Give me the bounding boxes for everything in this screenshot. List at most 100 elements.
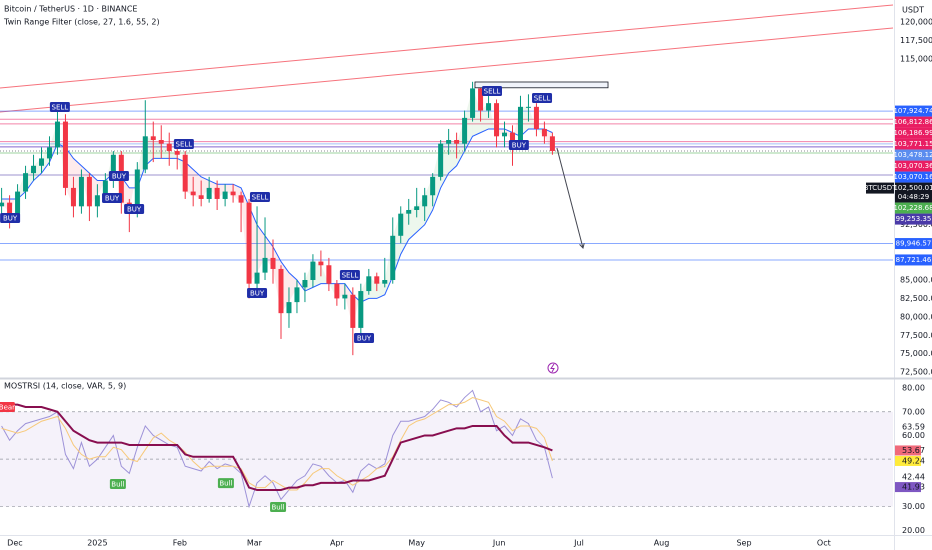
rsi-tag <box>895 445 921 456</box>
price-tag <box>895 171 932 183</box>
price-tag <box>895 138 932 150</box>
candle-body <box>549 136 555 152</box>
arrow-head <box>579 243 585 250</box>
axis-unit: USDT <box>902 6 924 15</box>
symbol-tag <box>866 182 894 194</box>
filter-fill <box>169 151 178 159</box>
y-tick-label: 75,000.00 <box>900 349 932 358</box>
signal-label: BUY <box>105 195 120 203</box>
signal-label: BUY <box>357 335 372 343</box>
signal-label: SELL <box>252 194 269 202</box>
price-tag <box>895 127 932 139</box>
candle-body <box>525 106 531 108</box>
candle-body <box>454 140 460 144</box>
candle-body <box>54 121 60 148</box>
signal-label: SELL <box>484 88 501 96</box>
candle-body <box>310 261 316 280</box>
candle-body <box>230 191 236 196</box>
price-tag <box>895 254 932 266</box>
divergence-label: Bull <box>111 481 124 489</box>
candle-body <box>222 191 228 199</box>
candle-body <box>286 302 292 314</box>
candle-body <box>446 140 452 144</box>
y-tick-label: 85,000.00 <box>900 276 932 285</box>
price-tag <box>895 238 932 250</box>
signal-marker <box>532 93 553 104</box>
indicator-title: Twin Range Filter (close, 27, 1.6, 55, 2… <box>3 18 160 27</box>
signal-label: BUY <box>3 215 18 223</box>
y-tick-label: 92,500.00 <box>900 220 932 229</box>
candle-body <box>238 195 244 203</box>
candle-body <box>246 202 252 284</box>
candle-body <box>134 169 140 210</box>
axes: Dec 2025 Feb Mar Apr May Jun Jul Aug Sep Oct 120,00… <box>7 18 932 548</box>
trendline <box>0 27 894 113</box>
x-tick-label: May <box>408 539 425 548</box>
signal-marker <box>49 102 70 113</box>
y-tick-label: 80.00 <box>902 384 925 393</box>
candle-body <box>502 132 508 137</box>
candle-body <box>174 151 180 155</box>
candle-body <box>262 257 268 273</box>
candle-body <box>150 136 156 140</box>
candle-body <box>70 187 76 207</box>
signal-marker <box>339 270 360 281</box>
x-tick-label: Aug <box>654 539 670 548</box>
candle-body <box>0 202 5 207</box>
rsi-line <box>1 389 553 509</box>
divergence-label: Bear <box>0 404 15 412</box>
candle-body <box>62 121 68 188</box>
candle-body <box>190 191 196 196</box>
x-tick-label: Feb <box>173 539 187 548</box>
signal-label: SELL <box>534 95 551 103</box>
signal-label: BUY <box>112 173 127 181</box>
x-tick-label: Sep <box>736 539 751 548</box>
candle-body <box>366 276 372 292</box>
signal-marker <box>173 139 194 150</box>
y-tick-label: 60.00 <box>902 431 925 440</box>
candle-body <box>494 103 500 137</box>
price-tag-label: 99,253.35 <box>896 215 932 223</box>
filter-fill <box>129 169 138 210</box>
signal-marker <box>124 204 145 215</box>
price-tag <box>895 160 932 172</box>
candle-body <box>270 257 276 269</box>
price-tag-label: 106,812.86 <box>893 118 932 126</box>
divergence-marker <box>109 479 126 490</box>
signal-label: BUY <box>512 142 527 150</box>
candle-body <box>398 213 404 236</box>
signal-marker <box>249 192 270 203</box>
candle-body <box>39 158 45 166</box>
candle-body <box>94 195 100 207</box>
candle-body <box>478 88 484 111</box>
candle-body <box>326 265 332 284</box>
price-tag-label: 103,070.16 <box>893 173 932 181</box>
rsi-tag-label: 41.93 <box>902 483 925 492</box>
candle-body <box>206 187 212 199</box>
divergence-label: Bull <box>219 480 232 488</box>
candle-body <box>462 117 468 144</box>
rsi-pane: Bear Bull Bull Bull <box>0 389 893 513</box>
rsi-line <box>1 403 553 491</box>
filter-fill <box>376 280 385 299</box>
candle-body <box>414 206 420 210</box>
signal-label: BUY <box>250 290 265 298</box>
alert-icon[interactable] <box>547 362 559 374</box>
x-tick-label: Apr <box>330 539 345 548</box>
candle-body <box>214 187 220 199</box>
price-tag-label: 102,228.68 <box>893 204 932 212</box>
price-tag-label: 106,186.99 <box>893 129 932 137</box>
candle-body <box>23 173 29 192</box>
filter-fill <box>161 143 170 159</box>
signal-label: SELL <box>52 104 69 112</box>
candle-body <box>486 103 492 111</box>
filter-fill <box>448 140 457 174</box>
divergence-label: Bull <box>271 504 284 512</box>
signal-marker <box>108 171 129 182</box>
candle-body <box>342 294 348 299</box>
signal-marker <box>482 86 503 97</box>
signal-marker <box>0 213 21 224</box>
x-tick-label: Jul <box>573 539 584 548</box>
